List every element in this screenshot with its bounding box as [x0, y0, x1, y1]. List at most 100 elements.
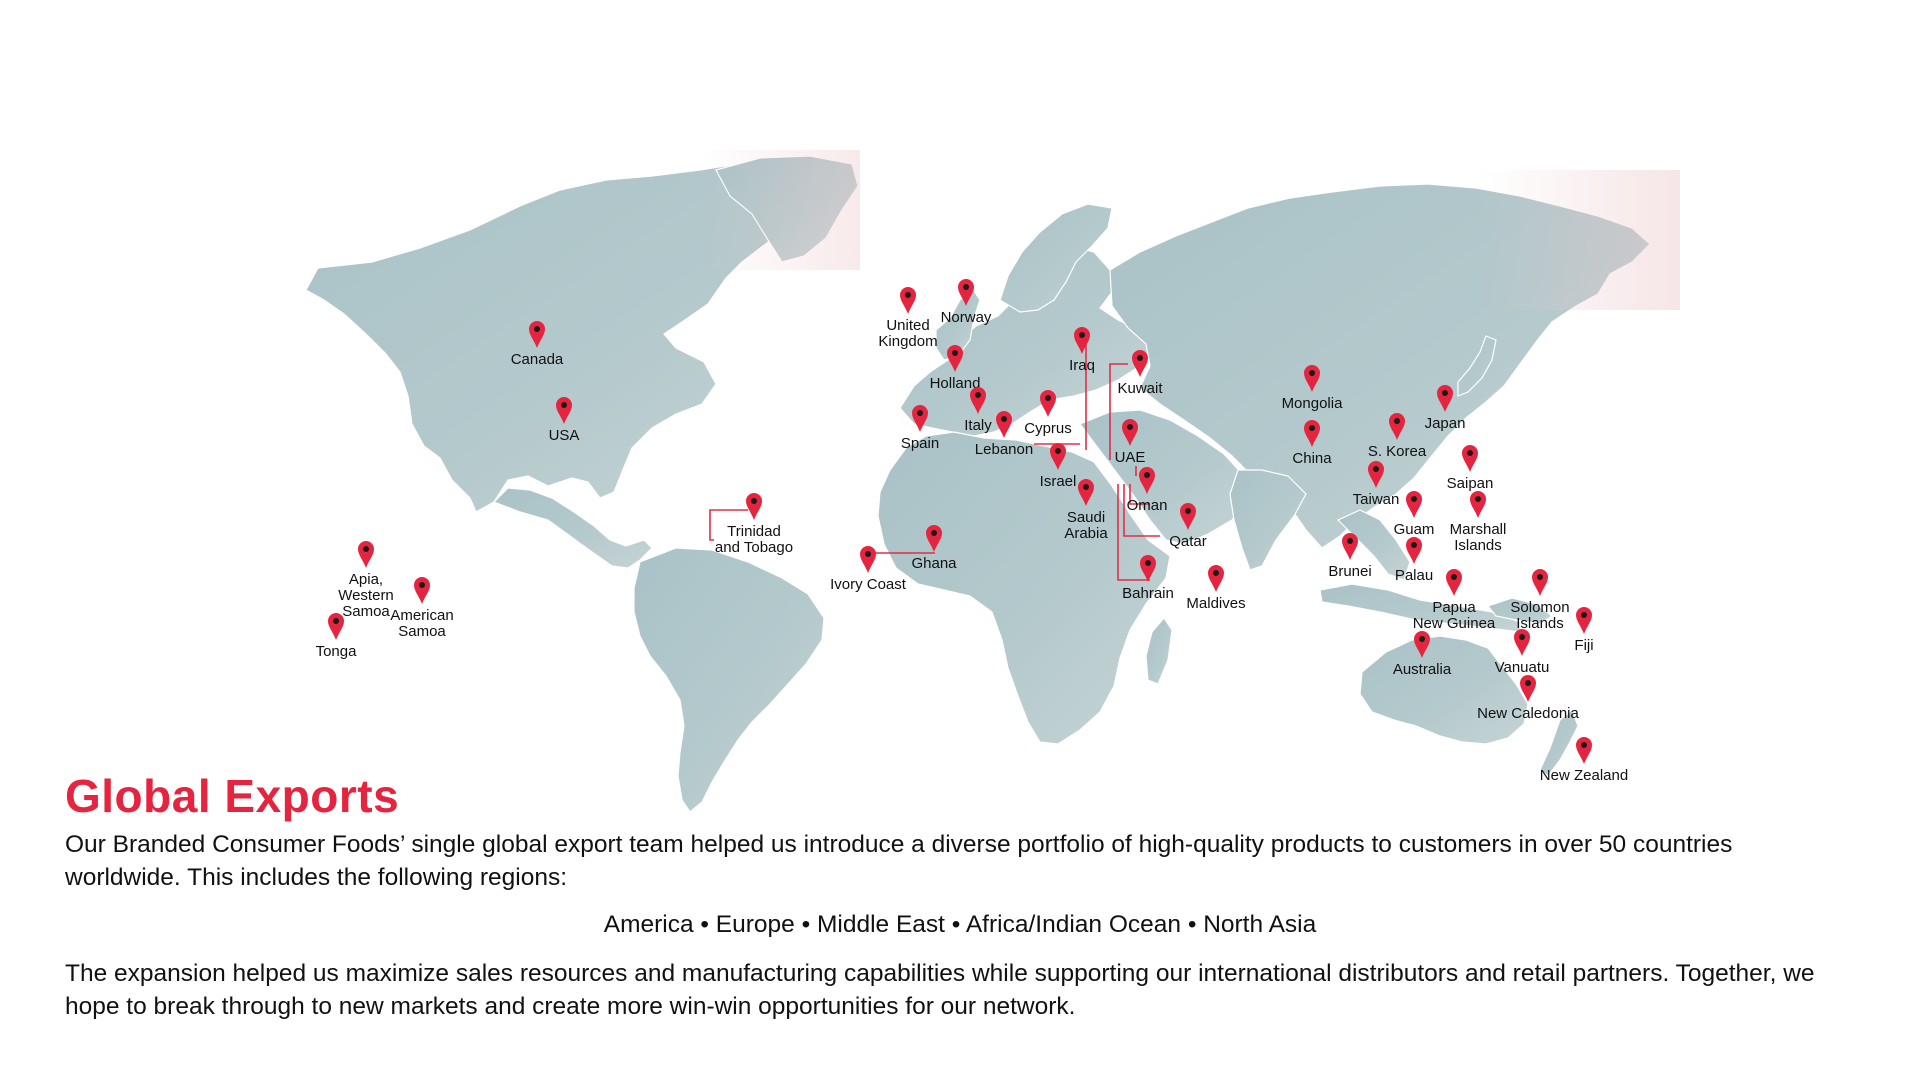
marker-label: Tonga	[316, 643, 358, 660]
marker-australia: Australia	[1393, 631, 1452, 678]
map-pin-icon	[1470, 491, 1486, 518]
indonesia-shape	[1319, 583, 1521, 633]
marker-label: Norway	[941, 309, 992, 326]
map-pin-icon	[358, 541, 374, 568]
marker-label: Maldives	[1186, 595, 1245, 612]
marker-oman: Oman	[1127, 467, 1168, 514]
marker-uae: UAE	[1115, 419, 1145, 466]
pin-dot	[865, 551, 871, 557]
marker-label: Japan	[1425, 415, 1466, 432]
map-pin-icon	[556, 397, 572, 424]
marker-label: Fiji	[1574, 637, 1593, 654]
marker-marshall-islands: Marshall Islands	[1450, 491, 1507, 554]
pin-dot	[1475, 496, 1481, 502]
marker-label: Mongolia	[1282, 395, 1344, 412]
marker-label: Canada	[511, 351, 564, 368]
map-pin-icon	[1462, 445, 1478, 472]
marker-label: Spain	[901, 435, 939, 452]
marker-kuwait: Kuwait	[1117, 350, 1163, 397]
markers-layer: Canada USA Trinidad and Tobago Apia, Western S…	[316, 279, 1628, 784]
marker-lebanon: Lebanon	[975, 411, 1033, 458]
pin-dot	[1213, 570, 1219, 576]
madagascar-shape	[1145, 617, 1173, 685]
pin-dot	[363, 546, 369, 552]
arabia-shape	[1079, 409, 1249, 545]
map-pin-icon	[947, 345, 963, 372]
pin-dot	[1419, 636, 1425, 642]
marker-label: USA	[549, 427, 580, 444]
map-pin-icon	[1074, 327, 1090, 354]
marker-label: Lebanon	[975, 441, 1033, 458]
map-pin-icon	[1576, 607, 1592, 634]
marker-s-korea: S. Korea	[1368, 413, 1427, 460]
regions-line: America • Europe • Middle East • Africa/…	[603, 911, 1317, 938]
marker-taiwan: Taiwan	[1353, 461, 1399, 508]
map-pin-icon	[970, 387, 986, 414]
marker-label: Bahrain	[1122, 585, 1174, 602]
pin-dot	[561, 402, 567, 408]
kuwait-bracket	[1109, 363, 1128, 460]
marker-label: Holland	[930, 375, 981, 392]
marker-label: Iraq	[1069, 357, 1095, 374]
map-pin-icon	[1122, 419, 1138, 446]
map-pin-icon	[1406, 537, 1422, 564]
pin-dot	[1411, 542, 1417, 548]
map-pin-icon	[1078, 479, 1094, 506]
map-pin-icon	[1414, 631, 1430, 658]
land-masses	[305, 150, 1680, 813]
marker-guam: Guam	[1394, 491, 1434, 538]
new-zealand-shape	[1539, 708, 1579, 777]
marker-label: United Kingdom	[878, 317, 937, 350]
pin-dot	[1001, 416, 1007, 422]
australia-shape	[1359, 635, 1529, 745]
map-pin-icon	[746, 493, 762, 520]
map-pin-icon	[1389, 413, 1405, 440]
marker-label: Apia, Western Samoa	[338, 571, 394, 620]
pin-dot	[534, 326, 540, 332]
greenland-shape	[715, 155, 859, 263]
map-pin-icon	[1406, 491, 1422, 518]
africa-shape	[877, 431, 1171, 745]
pin-dot	[1537, 574, 1543, 580]
map-pin-icon	[996, 411, 1012, 438]
marker-cyprus: Cyprus	[1024, 390, 1072, 437]
pin-dot	[1347, 538, 1353, 544]
marker-italy: Italy	[964, 387, 992, 434]
map-pin-icon	[1342, 533, 1358, 560]
marker-saudi-arabia: Saudi Arabia	[1064, 479, 1108, 542]
marker-solomon-islands: Solomon Islands	[1510, 569, 1570, 632]
trinidad-connector	[709, 509, 748, 541]
pin-dot	[1519, 634, 1525, 640]
marker-palau: Palau	[1395, 537, 1433, 584]
pin-dot	[952, 350, 958, 356]
map-pin-icon	[1437, 385, 1453, 412]
pin-dot	[1581, 742, 1587, 748]
page-title: Global Exports	[65, 770, 400, 822]
marker-label: Vanuatu	[1495, 659, 1550, 676]
uk-shape	[935, 287, 981, 361]
marker-label: Oman	[1127, 497, 1168, 514]
pin-dot	[1137, 355, 1143, 361]
marker-ghana: Ghana	[911, 525, 957, 572]
map-pin-icon	[1132, 350, 1148, 377]
pin-dot	[1411, 496, 1417, 502]
marker-brunei: Brunei	[1328, 533, 1372, 580]
marker-label: New Caledonia	[1477, 705, 1579, 722]
marker-label: Saipan	[1447, 475, 1494, 492]
marker-canada: Canada	[511, 321, 564, 368]
pin-dot	[905, 292, 911, 298]
png-shape	[1486, 597, 1554, 625]
pin-dot	[975, 392, 981, 398]
marker-label: Australia	[1393, 661, 1452, 678]
marker-bahrain: Bahrain	[1122, 555, 1174, 602]
pin-dot	[1127, 424, 1133, 430]
marker-iraq: Iraq	[1069, 327, 1095, 374]
japan-shape	[1457, 335, 1497, 397]
map-pin-icon	[1304, 420, 1320, 447]
se-asia-shape	[1336, 509, 1411, 581]
marker-label: Cyprus	[1024, 420, 1072, 437]
marker-label: Kuwait	[1117, 380, 1163, 397]
marker-label: Marshall Islands	[1450, 521, 1507, 554]
north-america-shape	[305, 159, 843, 513]
